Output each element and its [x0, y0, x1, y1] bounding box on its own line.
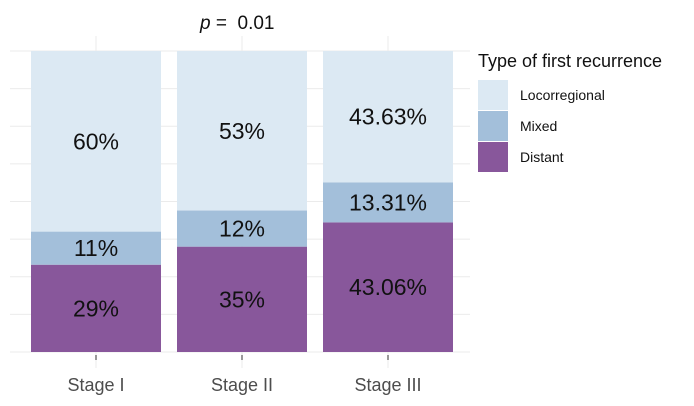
x-axis: Stage I Stage II Stage III: [67, 355, 422, 395]
legend-swatch-mixed: [478, 111, 508, 141]
data-label-distant-2: 35%: [219, 286, 265, 312]
legend-label-mixed: Mixed: [520, 118, 557, 134]
x-tick-label: Stage III: [354, 375, 421, 395]
bar-locorregional-1: [31, 51, 161, 232]
x-tick-label: Stage II: [211, 375, 273, 395]
bar-mixed-3: [323, 182, 453, 223]
legend: Type of first recurrence Locorregional Mi…: [478, 51, 662, 172]
bar-distant-2: [177, 246, 307, 352]
legend-label-distant: Distant: [520, 149, 564, 165]
legend-swatch-locorregional: [478, 80, 508, 110]
bar-locorregional-2: [177, 51, 307, 211]
data-label-locorregional-1: 60%: [73, 128, 119, 154]
data-label-distant-1: 29%: [73, 295, 119, 321]
data-label-mixed-1: 11%: [74, 235, 118, 261]
data-label-locorregional-3: 43.63%: [349, 104, 427, 130]
x-tick-label: Stage I: [67, 375, 124, 395]
data-label-mixed-2: 12%: [219, 216, 265, 242]
legend-label-locorregional: Locorregional: [520, 87, 605, 103]
bar-mixed-2: [177, 210, 307, 247]
bars: [31, 51, 453, 352]
data-label-distant-3: 43.06%: [349, 274, 427, 300]
p-value-annotation: p = 0.01: [199, 13, 275, 34]
legend-swatch-distant: [478, 142, 508, 172]
data-label-locorregional-2: 53%: [219, 118, 265, 144]
p-value-text: = 0.01: [211, 13, 275, 34]
legend-title: Type of first recurrence: [478, 51, 662, 71]
bar-distant-1: [31, 264, 161, 352]
bar-locorregional-3: [323, 51, 453, 183]
bar-distant-3: [323, 222, 453, 352]
bar-mixed-1: [31, 231, 161, 265]
data-label-mixed-3: 13.31%: [349, 189, 427, 215]
p-symbol: p: [199, 13, 211, 34]
data-labels: 29% 11% 60% 35% 12% 53% 43.06% 13.31% 43.63%: [73, 104, 427, 322]
